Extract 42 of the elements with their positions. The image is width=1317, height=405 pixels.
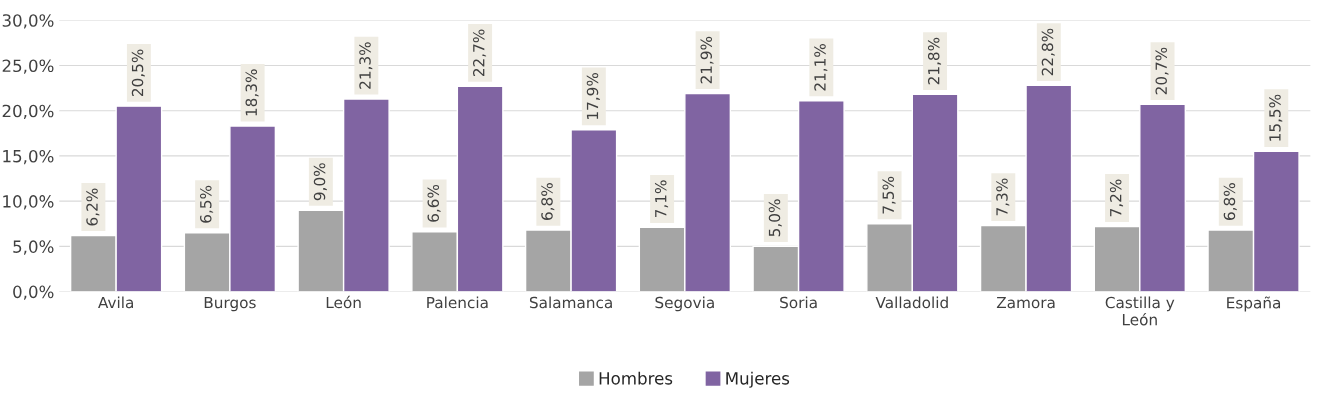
x-tick-label: León xyxy=(326,295,361,309)
data-label: 7,1% xyxy=(654,180,669,218)
data-label: 21,8% xyxy=(927,37,942,85)
data-label: 6,6% xyxy=(427,184,441,222)
data-label: 17,9% xyxy=(586,72,600,119)
x-tick-label: Palencia xyxy=(427,296,488,309)
y-tick-label: 15,0% xyxy=(3,149,54,165)
x-tick-label: Avila xyxy=(98,296,133,309)
data-label: 5,0% xyxy=(768,199,782,237)
y-tick-label: 25,0% xyxy=(2,59,54,74)
x-tick-label: Valladolid xyxy=(875,296,948,309)
y-tick-label: 5,0% xyxy=(13,240,54,255)
data-label: 22,8% xyxy=(1041,28,1055,76)
data-label: 15,5% xyxy=(1269,94,1283,141)
x-tick-label: Burgos xyxy=(204,296,256,312)
data-label: 6,8% xyxy=(1223,183,1237,220)
x-tick-label: Salamanca xyxy=(529,296,612,309)
data-label: 18,3% xyxy=(245,69,259,116)
legend-label: Mujeres xyxy=(726,371,790,388)
data-label: 6,8% xyxy=(541,183,555,220)
data-label: 6,2% xyxy=(86,188,100,226)
y-tick-label: 20,0% xyxy=(2,104,54,119)
data-label: 20,5% xyxy=(131,49,145,97)
data-label: 7,3% xyxy=(996,178,1010,216)
data-label: 6,5% xyxy=(200,185,214,223)
x-tick-label: Zamora xyxy=(996,296,1055,309)
x-tick-label: Segovia xyxy=(655,296,714,312)
x-tick-label: España xyxy=(1227,296,1281,312)
data-label: 7,5% xyxy=(882,176,896,214)
data-label: 21,1% xyxy=(814,44,828,91)
y-tick-label: 30,0% xyxy=(2,14,54,29)
x-tick-label: Soria xyxy=(780,296,817,309)
data-label: 22,7% xyxy=(472,29,487,77)
y-tick-label: 10,0% xyxy=(3,195,54,210)
x-tick-label: Castilla y León xyxy=(1105,296,1175,326)
y-tick-label: 0,0% xyxy=(13,285,54,300)
data-label: 7,2% xyxy=(1109,179,1124,217)
data-label: 9,0% xyxy=(313,163,327,201)
data-label: 21,9% xyxy=(700,36,714,84)
data-label: 21,3% xyxy=(359,42,373,89)
data-label: 20,7% xyxy=(1155,47,1169,95)
legend-label: Hombres xyxy=(599,371,673,385)
